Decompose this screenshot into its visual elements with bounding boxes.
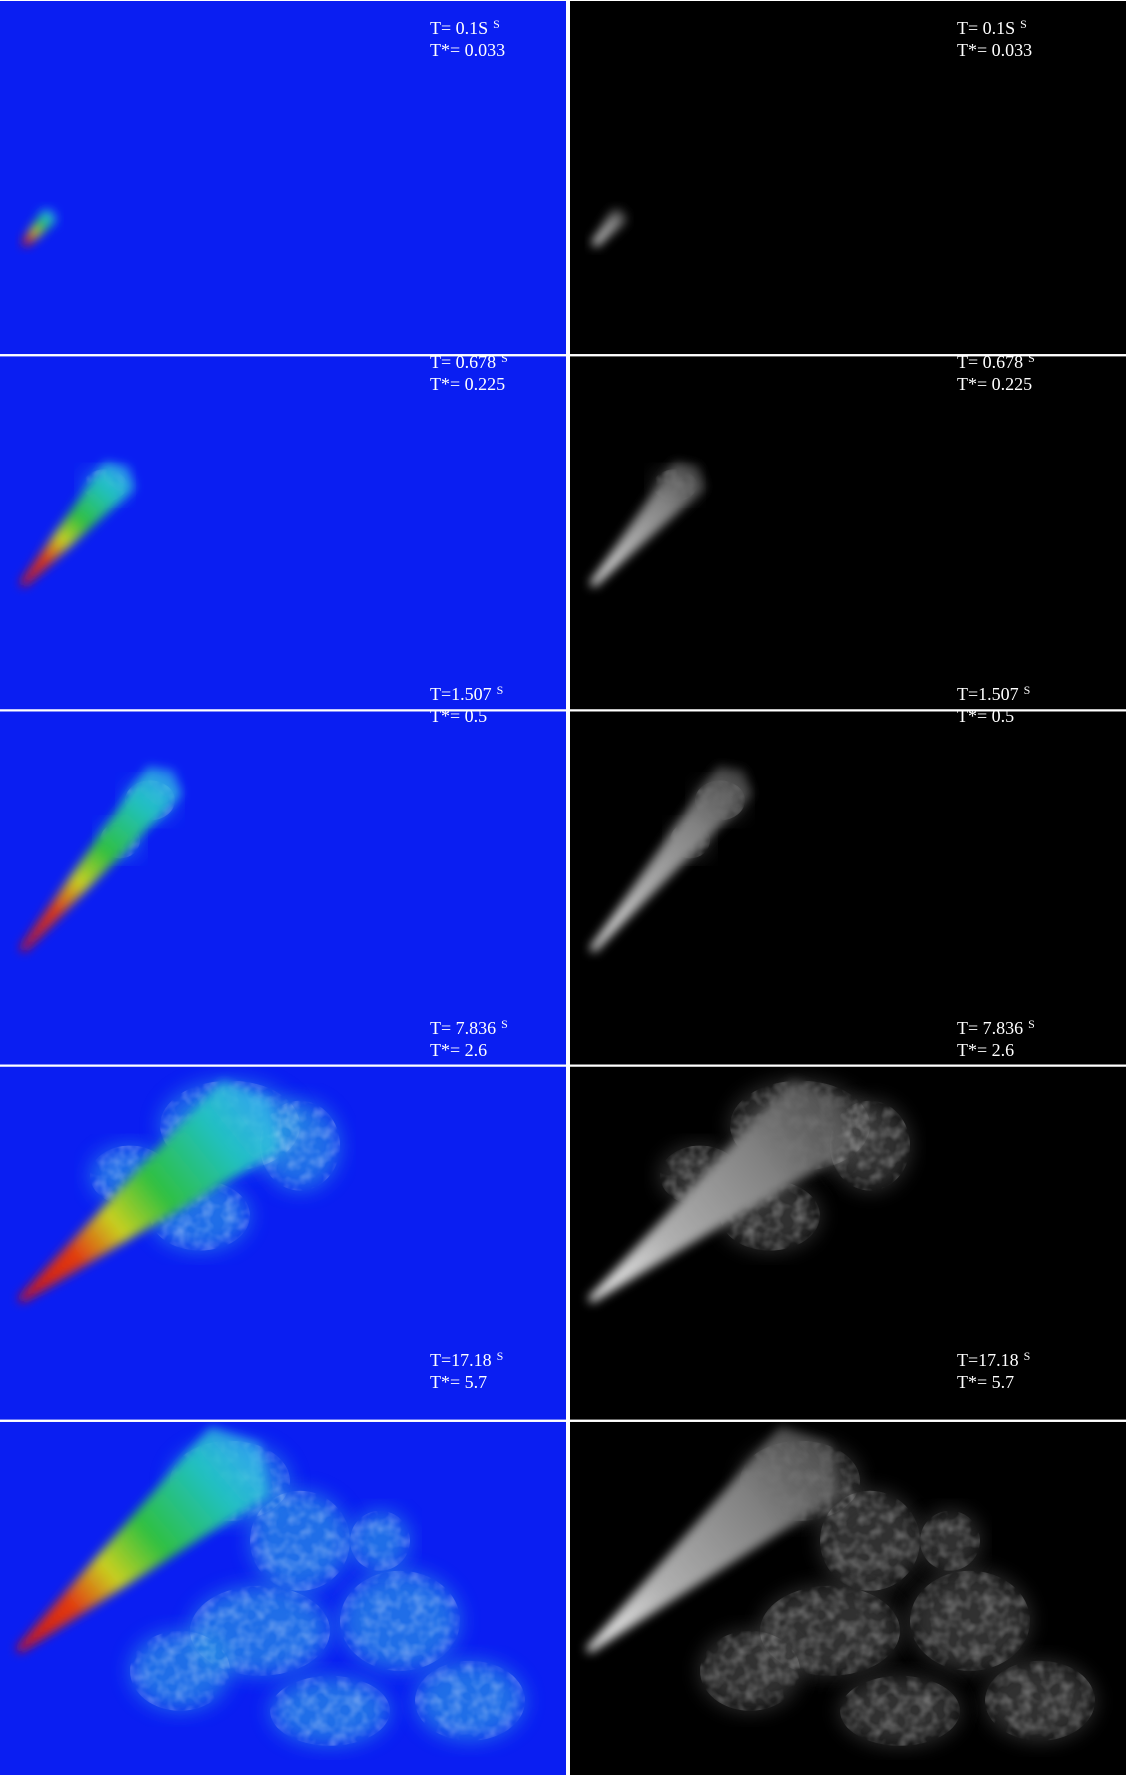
time-unit: S xyxy=(1028,351,1035,365)
dimensionless-time-label: T*= 5.7 xyxy=(430,1372,487,1392)
panel xyxy=(570,1422,1126,1775)
time-unit: S xyxy=(1028,1017,1035,1031)
row-separator xyxy=(0,1065,1126,1067)
dimensionless-time-label: T*= 0.225 xyxy=(430,374,505,394)
time-label: T= 0.1S xyxy=(957,18,1015,38)
dimensionless-time-label: T*= 2.6 xyxy=(430,1040,487,1060)
dimensionless-time-label: T*= 0.033 xyxy=(957,40,1032,60)
time-label: T=17.18 xyxy=(957,1350,1019,1370)
plume-speckle xyxy=(250,1491,350,1591)
plume-speckle xyxy=(700,1631,800,1711)
page: T= 0.1SST*= 0.033T= 0.1SST*= 0.033T= 0.6… xyxy=(0,0,1126,1776)
plume-speckle xyxy=(840,1676,960,1746)
time-unit: S xyxy=(497,683,504,697)
time-label: T=1.507 xyxy=(430,684,492,704)
plume-speckle xyxy=(920,1511,980,1571)
time-label: T= 0.1S xyxy=(430,18,488,38)
time-unit: S xyxy=(501,1017,508,1031)
plume-speckle xyxy=(130,1631,230,1711)
panel-background xyxy=(570,1,1126,354)
time-unit: S xyxy=(493,17,500,31)
panel xyxy=(570,356,1126,709)
time-label: T=1.507 xyxy=(957,684,1019,704)
time-unit: S xyxy=(501,351,508,365)
panel xyxy=(0,1422,566,1775)
panel xyxy=(0,356,566,709)
column-separator xyxy=(566,0,570,1776)
figure: T= 0.1SST*= 0.033T= 0.1SST*= 0.033T= 0.6… xyxy=(0,0,1126,1776)
plume-speckle xyxy=(340,1571,460,1671)
panel xyxy=(570,1,1126,354)
plume-speckle xyxy=(820,1491,920,1591)
dimensionless-time-label: T*= 0.5 xyxy=(430,706,487,726)
time-unit: S xyxy=(1024,683,1031,697)
panel xyxy=(570,1067,1126,1420)
time-label: T= 7.836 xyxy=(957,1018,1023,1038)
plume-speckle xyxy=(985,1661,1095,1741)
time-unit: S xyxy=(1024,1349,1031,1363)
dimensionless-time-label: T*= 0.033 xyxy=(430,40,505,60)
panel xyxy=(570,711,1126,1064)
plume-speckle xyxy=(910,1571,1030,1671)
time-label: T= 0.678 xyxy=(430,352,496,372)
dimensionless-time-label: T*= 5.7 xyxy=(957,1372,1014,1392)
time-unit: S xyxy=(1020,17,1027,31)
panel xyxy=(0,711,566,1064)
plume-speckle xyxy=(350,1511,410,1571)
dimensionless-time-label: T*= 2.6 xyxy=(957,1040,1014,1060)
time-label: T= 0.678 xyxy=(957,352,1023,372)
time-label: T= 7.836 xyxy=(430,1018,496,1038)
time-label: T=17.18 xyxy=(430,1350,492,1370)
row-separator xyxy=(0,1420,1126,1422)
dimensionless-time-label: T*= 0.225 xyxy=(957,374,1032,394)
plume-speckle xyxy=(270,1676,390,1746)
plume-speckle xyxy=(415,1661,525,1741)
dimensionless-time-label: T*= 0.5 xyxy=(957,706,1014,726)
time-unit: S xyxy=(497,1349,504,1363)
